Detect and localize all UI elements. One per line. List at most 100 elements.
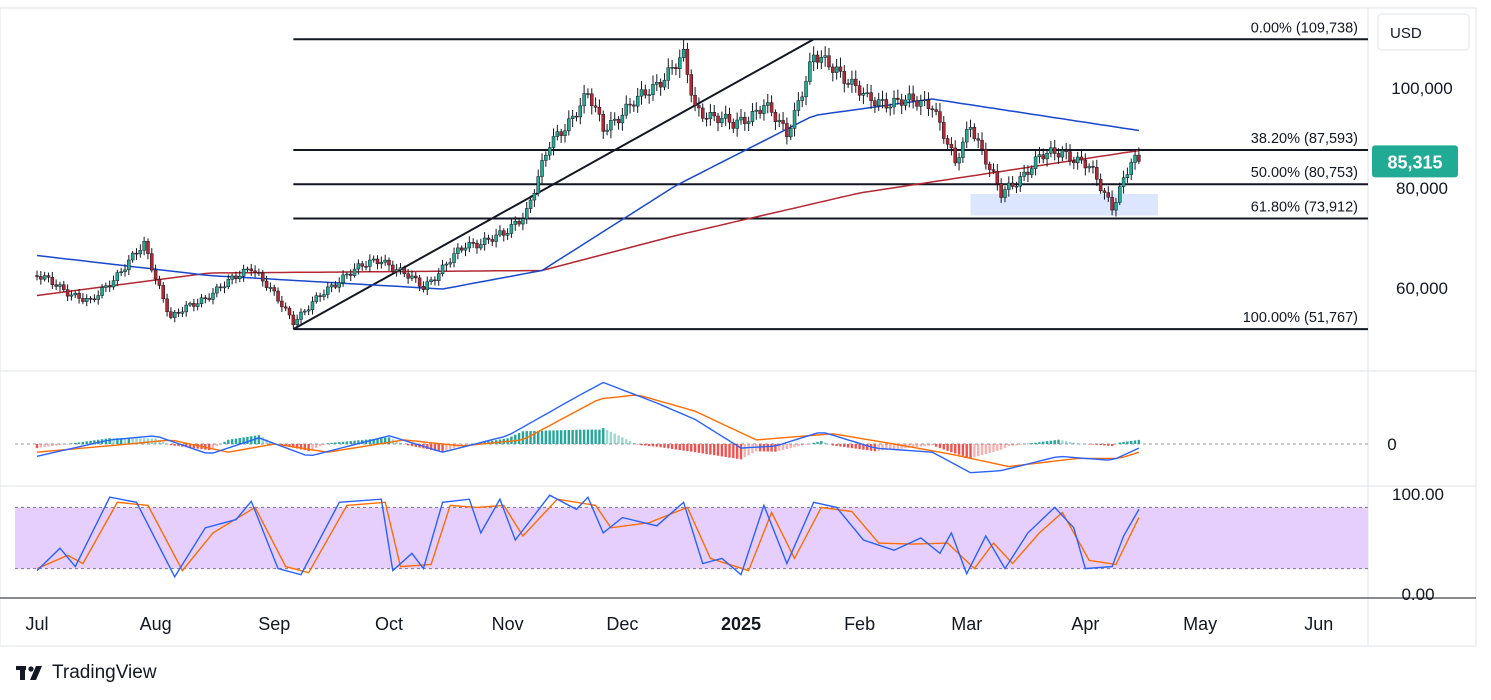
histogram-bar bbox=[47, 444, 50, 447]
candle bbox=[1121, 170, 1126, 194]
candle bbox=[303, 308, 307, 316]
candle bbox=[414, 272, 418, 283]
candle bbox=[322, 289, 326, 301]
candle bbox=[371, 255, 376, 263]
histogram-bar bbox=[739, 444, 743, 460]
histogram-bar bbox=[563, 430, 567, 444]
candle bbox=[723, 105, 728, 126]
candle bbox=[383, 254, 387, 266]
candle bbox=[574, 112, 579, 122]
histogram-bar bbox=[915, 444, 919, 448]
histogram-bar bbox=[1130, 440, 1133, 444]
histogram-bar bbox=[334, 442, 337, 444]
histogram-bar bbox=[850, 444, 854, 449]
candle bbox=[846, 78, 850, 89]
price-tick-label: 80,000 bbox=[1396, 179, 1448, 198]
histogram-bar bbox=[1110, 444, 1114, 447]
histogram-bar bbox=[58, 444, 62, 445]
stochastic-pane[interactable] bbox=[15, 494, 1368, 579]
histogram-bar bbox=[969, 444, 972, 459]
histogram-bar bbox=[858, 444, 861, 450]
candle bbox=[570, 109, 575, 128]
histogram-bar bbox=[980, 444, 984, 456]
candle bbox=[708, 103, 713, 126]
histogram-bar bbox=[911, 444, 915, 448]
histogram-bar bbox=[644, 444, 647, 446]
candle bbox=[831, 63, 835, 82]
candle bbox=[119, 267, 123, 276]
candle bbox=[842, 64, 847, 93]
candle bbox=[153, 264, 158, 285]
candle bbox=[65, 284, 70, 301]
candle bbox=[107, 280, 112, 292]
histogram-bar bbox=[1137, 439, 1141, 444]
histogram-bar bbox=[510, 436, 513, 444]
candle bbox=[459, 245, 464, 253]
candle bbox=[590, 88, 594, 115]
candle bbox=[907, 85, 912, 108]
time-tick-label: Apr bbox=[1071, 614, 1099, 634]
candle bbox=[517, 218, 521, 227]
candle bbox=[379, 256, 384, 269]
candle bbox=[448, 258, 452, 268]
candle bbox=[421, 281, 426, 293]
histogram-bar bbox=[931, 444, 934, 446]
histogram-bar bbox=[1034, 442, 1037, 444]
histogram-bar bbox=[383, 437, 387, 444]
candle bbox=[540, 153, 544, 184]
time-tick-label: 2025 bbox=[721, 614, 761, 634]
histogram-bar bbox=[942, 444, 945, 450]
candle bbox=[685, 42, 690, 84]
histogram-bar bbox=[1030, 443, 1033, 444]
histogram-bar bbox=[1045, 441, 1049, 444]
candle bbox=[195, 298, 200, 311]
candle bbox=[1026, 165, 1030, 182]
candle bbox=[494, 228, 498, 248]
histogram-bar bbox=[866, 444, 869, 451]
currency-selector[interactable]: USD bbox=[1377, 13, 1470, 51]
histogram-bar bbox=[533, 430, 536, 444]
candle bbox=[433, 276, 437, 286]
histogram-bar bbox=[663, 444, 666, 448]
candle bbox=[509, 217, 514, 238]
histogram-bar bbox=[257, 435, 261, 444]
histogram-bar bbox=[188, 444, 192, 448]
candle bbox=[796, 92, 801, 117]
candle bbox=[115, 269, 120, 287]
candle bbox=[172, 309, 177, 323]
price-plot bbox=[35, 38, 1368, 331]
histogram-bar bbox=[108, 438, 111, 444]
histogram-bar bbox=[70, 443, 73, 444]
candle bbox=[811, 46, 816, 72]
candle bbox=[750, 103, 755, 126]
candle bbox=[567, 110, 571, 136]
candle bbox=[957, 152, 961, 171]
macd-pane[interactable] bbox=[15, 381, 1368, 474]
last-price-tag bbox=[1372, 145, 1458, 178]
candle bbox=[731, 118, 736, 133]
candle bbox=[926, 92, 931, 116]
histogram-bar bbox=[89, 440, 92, 444]
candle bbox=[1125, 167, 1130, 183]
price-pane[interactable]: 0.00% (109,738) 38.20% (87,593) 50.00% (80… bbox=[35, 20, 1369, 331]
candle bbox=[716, 112, 720, 132]
time-tick-label: Jun bbox=[1304, 614, 1333, 634]
candle bbox=[268, 282, 273, 293]
histogram-bar bbox=[376, 438, 379, 444]
histogram-bar bbox=[831, 444, 835, 446]
candle bbox=[203, 295, 208, 304]
candle bbox=[50, 271, 55, 289]
candle bbox=[452, 247, 456, 268]
candle bbox=[857, 80, 862, 101]
histogram-bar bbox=[854, 444, 857, 449]
tradingview-brand[interactable]: TradingView bbox=[16, 662, 157, 684]
candle bbox=[815, 50, 820, 70]
candle bbox=[620, 107, 625, 131]
candle bbox=[463, 242, 468, 257]
candle bbox=[1007, 176, 1011, 197]
histogram-bar bbox=[127, 438, 131, 444]
histogram-bar bbox=[820, 441, 823, 444]
candle bbox=[1014, 181, 1019, 194]
fib-level-label: 50.00% (80,753) bbox=[1251, 165, 1358, 181]
